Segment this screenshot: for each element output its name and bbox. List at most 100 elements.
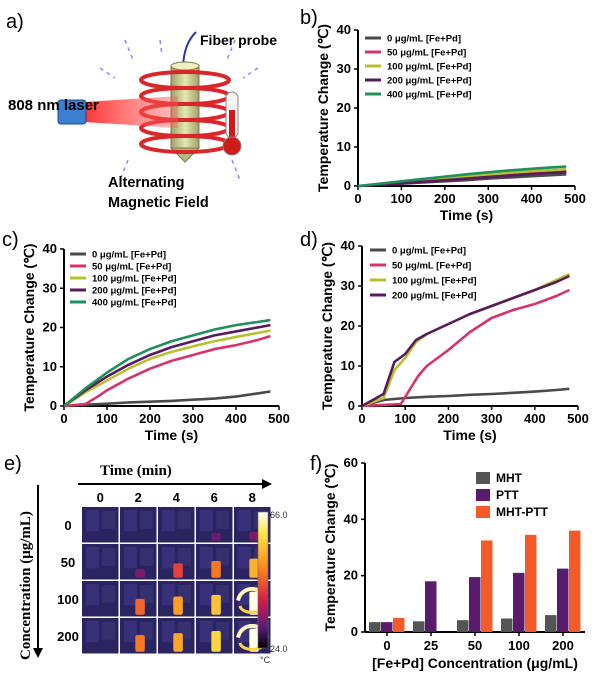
bar-MHT-PTT-0 (393, 617, 405, 632)
x-tick-label: 300 (477, 191, 499, 206)
x-tick-label: 400 (521, 191, 543, 206)
thermal-cell (158, 581, 195, 617)
legend-swatch-PTT (476, 489, 490, 501)
panel-b-chart: 0 100 200 300 400 500 0 10 20 30 40 Time (s) Tempera… (315, 22, 586, 223)
series-line-400 (357, 165, 567, 188)
thermal-cell (158, 618, 195, 654)
scale-min-label: 24.0 (270, 644, 288, 654)
time-axis-title: Time (min) (100, 463, 172, 479)
panel-c-chart: 0 100 200 300 400 500 0 10 20 30 40 Time (s) Tempera… (21, 241, 290, 443)
series-line-50 (361, 288, 570, 408)
fiber-probe-label: Fiber probe (200, 32, 277, 48)
time-label: 0 (97, 490, 104, 505)
bar-MHT-PTT-200 (569, 530, 581, 632)
panel-f-chart: 0 20 40 60 0 25 50 100 200 [Fe+Pd] Concentration … (322, 455, 585, 671)
legend-label-400: 400 μg/mL [Fe+Pd] (92, 298, 177, 309)
legend-label-0: 0 μg/mL [Fe+Pd] (392, 246, 466, 257)
legend-label-MHT: MHT (496, 471, 523, 485)
conc-label: 0 (64, 518, 71, 533)
bar-MHT-100 (501, 618, 513, 632)
panel-e-label: e) (4, 453, 22, 475)
bar-MHT-0 (369, 622, 381, 632)
bar-PTT-25 (425, 581, 437, 632)
y-tick-label: 40 (344, 511, 358, 526)
legend-label-100: 100 μg/mL [Fe+Pd] (387, 62, 472, 73)
panel-a-label: a) (6, 11, 24, 33)
x-tick-label: 0 (60, 411, 67, 426)
thermal-grid: 0 2 4 6 8 0 50 100 200 (57, 490, 271, 654)
field-lines-icon (99, 39, 259, 181)
field-label-line2: Magnetic Field (108, 195, 209, 211)
x-tick-label: 200 (434, 191, 456, 206)
time-arrow-head-icon (262, 479, 272, 489)
x-tick-label: 0 (354, 191, 361, 206)
legend-label-200: 200 μg/mL [Fe+Pd] (92, 286, 177, 297)
series-line-400 (63, 318, 271, 408)
x-tick-label: 200 (438, 411, 460, 426)
y-tick-label: 40 (341, 238, 355, 253)
x-tick-label: 100 (96, 411, 118, 426)
y-tick-label: 10 (337, 139, 351, 154)
x-tick-label: 0 (358, 411, 365, 426)
thermometer-icon (222, 91, 242, 156)
x-tick-label: 25 (424, 638, 438, 653)
thermal-cell (82, 618, 119, 654)
y-tick-label: 30 (43, 280, 57, 295)
series-line-200 (63, 323, 271, 408)
time-label: 4 (173, 490, 181, 505)
time-label: 6 (211, 490, 218, 505)
bar-MHT-25 (413, 621, 425, 632)
x-tick-label: 500 (564, 191, 586, 206)
color-scale-bar (257, 511, 269, 649)
legend-label-50: 50 μg/mL [Fe+Pd] (387, 48, 466, 59)
panel-d-label: d) (300, 229, 318, 251)
y-axis-title: Temperature Change (℃) (21, 244, 37, 412)
thermal-cell (82, 581, 119, 617)
scale-max-label: 66.0 (270, 510, 288, 520)
bar-MHT-PTT-100 (525, 534, 537, 632)
x-axis-title: Time (s) (443, 427, 496, 443)
panel-e: Time (min) Concentration (μg/mL) 0 2 4 6 8 0 5… (18, 463, 288, 665)
series-line-100 (63, 329, 271, 408)
legend-label-PTT: PTT (496, 488, 519, 502)
thermal-cell (196, 507, 233, 543)
x-tick-label: 300 (481, 411, 503, 426)
legend-label-50: 50 μg/mL [Fe+Pd] (392, 261, 471, 272)
thermal-cell (120, 618, 157, 654)
panel-f-label: f) (310, 453, 322, 475)
laser-source-icon (57, 99, 87, 125)
thermal-cell (82, 507, 119, 543)
field-label-line1: Alternating (108, 175, 185, 191)
bar-PTT-50 (469, 577, 481, 632)
bar-MHT-PTT-50 (481, 540, 493, 632)
thermal-cell (158, 507, 195, 543)
x-tick-label: 100 (508, 638, 530, 653)
legend-label-0: 0 μg/mL [Fe+Pd] (387, 34, 461, 45)
conc-axis-title: Concentration (μg/mL) (18, 511, 34, 660)
y-tick-label: 30 (337, 61, 351, 76)
conc-arrow-head-icon (33, 648, 43, 658)
thermal-cell (158, 544, 195, 580)
panel-b-label: b) (300, 7, 318, 29)
thermal-cell (196, 618, 233, 654)
x-tick-label: 0 (383, 638, 390, 653)
conc-label: 200 (57, 629, 79, 644)
y-tick-label: 20 (337, 100, 351, 115)
thermal-cell (120, 581, 157, 617)
legend-label-100: 100 μg/mL [Fe+Pd] (92, 274, 177, 285)
laser-label: 808 nm laser (8, 97, 99, 114)
bar-PTT-100 (513, 572, 525, 632)
panel-c-label: c) (2, 229, 19, 251)
y-axis-title: Temperature Change (℃) (315, 24, 331, 192)
legend: 0 μg/mL [Fe+Pd] 50 μg/mL [Fe+Pd] 100 μg/mL… (370, 246, 477, 302)
series-line-200 (357, 170, 567, 188)
legend-label-200: 200 μg/mL [Fe+Pd] (392, 291, 477, 302)
y-tick-label: 30 (341, 278, 355, 293)
legend-label-100: 100 μg/mL [Fe+Pd] (392, 276, 477, 287)
time-label: 2 (135, 490, 142, 505)
y-tick-label: 40 (337, 22, 351, 37)
y-tick-label: 10 (43, 359, 57, 374)
fiber-probe-icon (182, 31, 197, 67)
series-line-0 (361, 387, 570, 408)
